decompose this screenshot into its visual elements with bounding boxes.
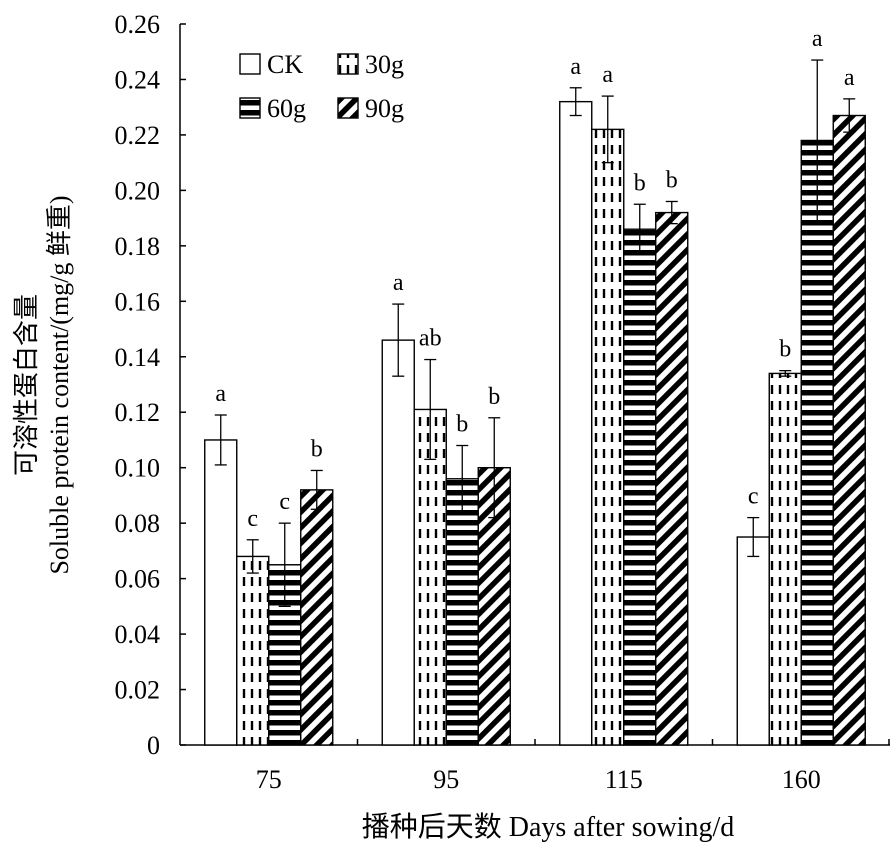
- y-tick-label: 0.16: [115, 287, 161, 316]
- bar-CK-95: [381, 339, 415, 746]
- bar-CK-160: [736, 536, 770, 746]
- legend-swatch: [239, 97, 261, 119]
- significance-letter: ab: [419, 326, 442, 352]
- bar-60g-160: [800, 139, 834, 746]
- x-tick-label: 95: [433, 765, 459, 794]
- significance-letter: a: [215, 381, 226, 407]
- y-axis-title-en: Soluble protein content/(mg/g 鲜重): [45, 195, 74, 574]
- bar-30g-160: [768, 372, 802, 746]
- x-tick-label: 160: [782, 765, 821, 794]
- x-tick-label: 75: [256, 765, 282, 794]
- y-tick-label: 0.02: [115, 676, 161, 705]
- significance-letter: a: [393, 270, 404, 296]
- y-tick-label: 0.20: [115, 176, 161, 205]
- legend-label: CK: [267, 50, 303, 79]
- significance-letter: a: [812, 26, 823, 52]
- y-tick-label: 0.26: [115, 10, 161, 39]
- significance-letter: a: [570, 54, 581, 80]
- bar-60g-115: [623, 228, 657, 746]
- bar-60g-95: [445, 478, 479, 746]
- y-tick-label: 0.18: [115, 232, 161, 261]
- significance-letter: c: [247, 506, 258, 532]
- bar-30g-75: [236, 555, 270, 746]
- legend-swatch: [337, 53, 359, 75]
- significance-letter: a: [602, 62, 613, 88]
- y-tick-label: 0.22: [115, 121, 161, 150]
- legend-label: 60g: [267, 94, 306, 123]
- y-tick-label: 0.10: [115, 454, 161, 483]
- bar-30g-115: [591, 128, 625, 746]
- significance-letter: c: [748, 484, 759, 510]
- x-axis-label: 播种后天数 Days after sowing/d: [362, 811, 735, 842]
- significance-letter: c: [279, 489, 290, 515]
- significance-letter: b: [456, 412, 468, 438]
- bar-90g-75: [300, 489, 334, 746]
- y-tick-label: 0.08: [115, 509, 161, 538]
- legend-label: 30g: [365, 50, 404, 79]
- legend-swatch: [239, 53, 261, 75]
- significance-letter: b: [666, 167, 678, 193]
- bar-CK-75: [204, 439, 238, 746]
- y-tick-label: 0.14: [115, 343, 161, 372]
- y-tick-label: 0.04: [115, 620, 161, 649]
- legend: CK 30g 60g 90g: [239, 50, 404, 123]
- y-axis-label-en: Soluble protein content/(mg/g 鲜重): [45, 195, 74, 574]
- y-tick-label: 0.24: [115, 65, 161, 94]
- significance-letter: b: [779, 337, 791, 363]
- y-tick-label: 0.06: [115, 565, 161, 594]
- legend-swatch: [337, 97, 359, 119]
- significance-letter: b: [311, 436, 323, 462]
- bar-90g-160: [832, 114, 866, 746]
- bar-CK-115: [559, 100, 593, 746]
- axes: 0 0.02 0.04 0.06 0.08 0.10 0.12 0.14 0.16 0.18 0.2…: [115, 10, 890, 794]
- x-tick-label: 115: [605, 765, 643, 794]
- legend-label: 90g: [365, 94, 404, 123]
- significance-letter: b: [488, 384, 500, 410]
- y-axis-label-cn: 可溶性蛋白含量: [12, 294, 41, 476]
- bar-30g-95: [413, 408, 447, 746]
- y-tick-label: 0: [147, 731, 160, 760]
- bar-90g-115: [655, 211, 689, 746]
- y-tick-label: 0.12: [115, 398, 161, 427]
- significance-letter: a: [844, 65, 855, 91]
- significance-letter: b: [634, 170, 646, 196]
- y-axis-title: 可溶性蛋白含量: [12, 294, 41, 476]
